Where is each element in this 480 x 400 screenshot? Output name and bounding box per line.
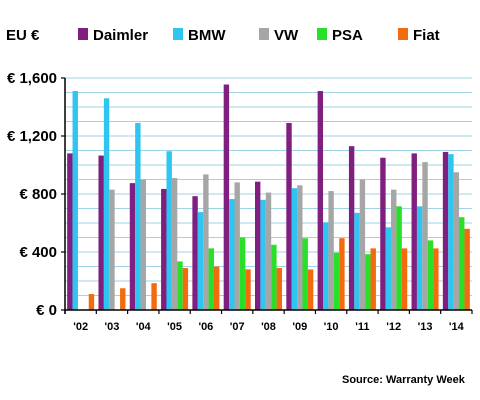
legend-label-daimler: Daimler — [93, 27, 148, 44]
bar-bmw-5 — [229, 199, 235, 310]
x-tick-label: '11 — [355, 321, 369, 333]
bar-daimler-4 — [192, 196, 198, 310]
bar-vw-8 — [328, 191, 334, 310]
x-tick-label: '07 — [230, 321, 245, 333]
bar-vw-1 — [109, 189, 115, 310]
bar-daimler-6 — [255, 181, 261, 310]
bar-bmw-2 — [135, 122, 141, 310]
bar-vw-12 — [453, 172, 460, 310]
y-axis-unit-label: EU € — [6, 27, 40, 44]
x-tick-label: '02 — [73, 321, 88, 333]
bar-psa-6 — [271, 244, 277, 310]
legend-swatch-vw — [259, 28, 269, 40]
bar-fiat-5 — [245, 269, 251, 310]
bar-fiat-2 — [151, 283, 157, 310]
bar-daimler-11 — [411, 153, 417, 310]
y-tick-label: € 0 — [36, 302, 57, 319]
legend: Daimler BMW VW PSA Fiat — [78, 27, 440, 44]
legend-swatch-bmw — [173, 28, 183, 40]
bar-fiat-4 — [213, 266, 220, 310]
bar-daimler-2 — [129, 183, 136, 311]
bar-bmw-7 — [291, 188, 298, 310]
bar-bmw-0 — [72, 91, 78, 310]
x-tick-label: '08 — [261, 321, 276, 333]
bar-daimler-8 — [317, 91, 324, 310]
bar-psa-5 — [239, 237, 246, 310]
bar-vw-7 — [297, 185, 303, 310]
bar-vw-11 — [422, 162, 428, 310]
bar-fiat-0 — [88, 294, 95, 310]
bar-daimler-7 — [286, 122, 292, 310]
x-tick-label: '13 — [418, 321, 433, 333]
y-tick-label: € 400 — [19, 244, 57, 261]
bar-psa-3 — [177, 261, 183, 310]
bar-fiat-3 — [182, 267, 189, 310]
x-tick-label: '10 — [324, 321, 339, 333]
bar-psa-9 — [365, 254, 371, 310]
bar-bmw-12 — [448, 154, 454, 311]
bar-vw-3 — [171, 178, 178, 310]
bar-bmw-11 — [416, 206, 423, 310]
legend-swatch-fiat — [398, 28, 408, 40]
bar-vw-2 — [140, 179, 146, 310]
bar-daimler-0 — [67, 153, 73, 310]
bar-vw-10 — [391, 189, 397, 310]
bar-fiat-6 — [276, 267, 282, 310]
bar-fiat-11 — [433, 248, 439, 311]
bar-fiat-10 — [401, 248, 408, 311]
x-tick-label: '09 — [292, 321, 307, 333]
bar-fiat-9 — [370, 248, 376, 311]
x-tick-label: '06 — [198, 321, 213, 333]
bar-bmw-10 — [385, 227, 392, 310]
plot-area: € 0 € 400 € 800 € 1,200 € 1,600 '02 '03 '04 '05 '… — [7, 70, 473, 333]
legend-label-fiat: Fiat — [413, 27, 440, 44]
source-note: Source: Warranty Week — [342, 374, 466, 386]
legend-swatch-daimler — [78, 28, 88, 40]
bar-bmw-8 — [323, 222, 329, 310]
legend-swatch-psa — [317, 28, 327, 40]
bar-daimler-1 — [98, 155, 104, 310]
bar-daimler-3 — [161, 188, 167, 310]
bar-fiat-12 — [464, 228, 470, 310]
bar-psa-10 — [396, 206, 402, 310]
bar-vw-5 — [234, 182, 240, 310]
bar-daimler-12 — [442, 151, 449, 310]
bar-psa-7 — [302, 238, 308, 310]
x-tick-label: '03 — [105, 321, 120, 333]
x-tick-label: '12 — [386, 321, 401, 333]
x-tick-label: '14 — [449, 321, 465, 333]
y-tick-label: € 1,200 — [7, 128, 57, 145]
legend-label-bmw: BMW — [188, 27, 226, 44]
bar-fiat-8 — [339, 238, 345, 310]
legend-label-vw: VW — [274, 27, 299, 44]
bar-psa-11 — [427, 240, 434, 310]
bar-bmw-6 — [260, 199, 266, 310]
y-tick-label: € 1,600 — [7, 70, 57, 87]
bar-bmw-9 — [354, 212, 360, 310]
bar-psa-8 — [333, 252, 340, 310]
bar-vw-9 — [359, 179, 366, 310]
bar-daimler-9 — [348, 146, 355, 310]
bar-psa-12 — [459, 217, 465, 310]
bar-fiat-7 — [307, 269, 314, 310]
bar-vw-6 — [265, 192, 272, 310]
bar-bmw-4 — [197, 212, 204, 311]
bar-bmw-3 — [166, 151, 172, 310]
bar-vw-4 — [203, 174, 209, 310]
legend-label-psa: PSA — [332, 27, 363, 44]
y-tick-label: € 800 — [19, 186, 57, 203]
bar-psa-4 — [208, 248, 214, 311]
x-tick-label: '05 — [167, 321, 182, 333]
bar-bmw-1 — [103, 98, 110, 310]
bar-fiat-1 — [120, 288, 126, 310]
bar-daimler-10 — [380, 157, 386, 310]
x-tick-label: '04 — [136, 321, 152, 333]
bar-daimler-5 — [223, 84, 230, 311]
